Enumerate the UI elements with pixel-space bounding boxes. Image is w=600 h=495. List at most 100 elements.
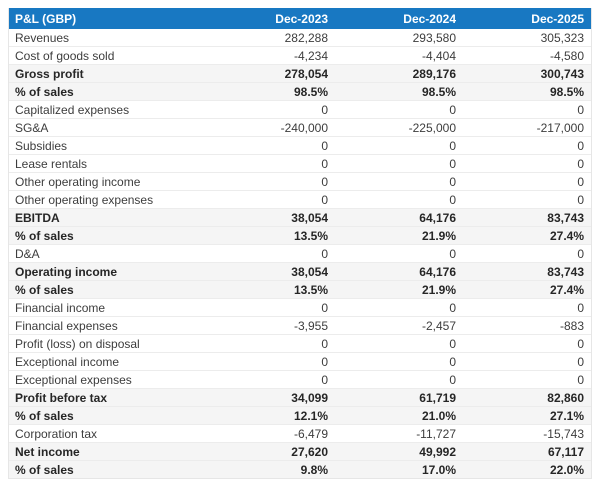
row-value: 21.9% <box>335 280 463 299</box>
row-label: % of sales <box>9 460 207 478</box>
table-title: P&L (GBP) <box>9 8 207 29</box>
row-value: 289,176 <box>335 64 463 83</box>
row-value: 27.4% <box>463 280 591 299</box>
row-value: -4,404 <box>335 46 463 65</box>
pnl-table-body: Revenues 282,288 293,580 305,323 Cost of goo… <box>9 29 591 478</box>
row-label: Cost of goods sold <box>9 46 207 65</box>
row-value: 0 <box>335 298 463 317</box>
row-label: % of sales <box>9 280 207 299</box>
table-row: % of sales 13.5% 21.9% 27.4% <box>9 226 591 245</box>
row-label: Financial income <box>9 298 207 317</box>
table-row: Lease rentals 0 0 0 <box>9 154 591 173</box>
row-value: 305,323 <box>540 30 584 45</box>
row-value: -4,580 <box>463 46 591 65</box>
row-value: 9.8% <box>207 460 335 478</box>
row-value: 278,054 <box>207 64 335 83</box>
row-value: 0 <box>207 298 335 317</box>
row-value: 38,054 <box>207 262 335 281</box>
table-row: Corporation tax -6,479 -11,727 -15,743 <box>9 424 591 443</box>
row-label: EBITDA <box>9 208 207 227</box>
table-row: SG&A -240,000 -225,000 -217,000 <box>9 118 591 137</box>
table-row: Cost of goods sold -4,234 -4,404 -4,580 <box>9 46 591 65</box>
row-value: -15,743 <box>463 424 591 443</box>
row-value: 34,099 <box>207 388 335 407</box>
row-value: 282,288 <box>284 30 328 45</box>
row-value: 0 <box>463 298 591 317</box>
row-value: 83,743 <box>463 262 591 281</box>
table-row: Profit (loss) on disposal 0 0 0 <box>9 334 591 353</box>
row-label: Financial expenses <box>9 316 207 335</box>
row-value: 82,860 <box>463 388 591 407</box>
pnl-forecast-table-container: P&L (GBP) Dec-2023 Dec-2024 Dec-2025 Rev… <box>8 8 592 479</box>
table-row: % of sales 13.5% 21.9% 27.4% <box>9 280 591 299</box>
row-value: 0 <box>207 370 335 389</box>
pnl-table-header: P&L (GBP) Dec-2023 Dec-2024 Dec-2025 <box>9 8 591 29</box>
row-value: 64,176 <box>335 262 463 281</box>
row-value: 13.5% <box>207 280 335 299</box>
table-row: Revenues 282,288 293,580 305,323 <box>9 29 591 47</box>
row-value: 300,743 <box>463 64 591 83</box>
row-label: % of sales <box>9 82 207 101</box>
row-label: % of sales <box>9 226 207 245</box>
row-value: 0 <box>463 334 591 353</box>
column-header-dec-2024: Dec-2024 <box>335 8 463 29</box>
table-row: Gross profit 278,054 289,176 300,743 <box>9 64 591 83</box>
row-label: Profit before tax <box>9 388 207 407</box>
row-label: Other operating expenses <box>9 190 207 209</box>
row-value: 0 <box>463 100 591 119</box>
row-label: Exceptional expenses <box>9 370 207 389</box>
table-row: Net income 27,620 49,992 67,117 <box>9 442 591 461</box>
row-value: -217,000 <box>463 118 591 137</box>
row-value: 98.5% <box>207 82 335 101</box>
row-value: 98.5% <box>463 82 591 101</box>
row-value: 0 <box>463 244 591 263</box>
row-value: -6,479 <box>207 424 335 443</box>
row-value: 293,580 <box>412 30 456 45</box>
row-value: 49,992 <box>335 442 463 461</box>
header-row: P&L (GBP) Dec-2023 Dec-2024 Dec-2025 <box>9 8 591 29</box>
row-value: -240,000 <box>207 118 335 137</box>
pnl-table: P&L (GBP) Dec-2023 Dec-2024 Dec-2025 Rev… <box>9 8 591 478</box>
row-label: Capitalized expenses <box>9 100 207 119</box>
row-value: 0 <box>463 136 591 155</box>
row-value: 67,117 <box>463 442 591 461</box>
row-value: 0 <box>463 154 591 173</box>
row-value: 83,743 <box>463 208 591 227</box>
row-value: 0 <box>335 172 463 191</box>
row-value: 27,620 <box>207 442 335 461</box>
table-row: Exceptional income 0 0 0 <box>9 352 591 371</box>
row-value: -4,234 <box>207 46 335 65</box>
table-row: Exceptional expenses 0 0 0 <box>9 370 591 389</box>
row-label: Gross profit <box>9 64 207 83</box>
table-row: % of sales 9.8% 17.0% 22.0% <box>9 460 591 478</box>
table-row: D&A 0 0 0 <box>9 244 591 263</box>
row-value: 61,719 <box>335 388 463 407</box>
row-label: Exceptional income <box>9 352 207 371</box>
row-label: Revenues <box>15 30 70 45</box>
row-label: Operating income <box>9 262 207 281</box>
table-row: Financial income 0 0 0 <box>9 298 591 317</box>
table-row: EBITDA 38,054 64,176 83,743 <box>9 208 591 227</box>
row-value: 27.4% <box>463 226 591 245</box>
table-row: % of sales 98.5% 98.5% 98.5% <box>9 82 591 101</box>
table-row: Profit before tax 34,099 61,719 82,860 <box>9 388 591 407</box>
row-value: -3,955 <box>207 316 335 335</box>
row-value: 0 <box>207 352 335 371</box>
row-value: -11,727 <box>335 424 463 443</box>
table-row: Operating income 38,054 64,176 83,743 <box>9 262 591 281</box>
row-value: 0 <box>335 190 463 209</box>
row-value: 0 <box>207 136 335 155</box>
row-value: 0 <box>207 172 335 191</box>
row-value: 17.0% <box>335 460 463 478</box>
row-value: 98.5% <box>335 82 463 101</box>
table-row: Subsidies 0 0 0 <box>9 136 591 155</box>
row-label: SG&A <box>9 118 207 137</box>
row-value: 0 <box>207 154 335 173</box>
row-value: 0 <box>463 352 591 371</box>
row-value: 0 <box>463 190 591 209</box>
row-value: 0 <box>335 370 463 389</box>
row-value: 0 <box>207 334 335 353</box>
row-value: 13.5% <box>207 226 335 245</box>
row-value: 0 <box>207 244 335 263</box>
row-value: 0 <box>335 136 463 155</box>
